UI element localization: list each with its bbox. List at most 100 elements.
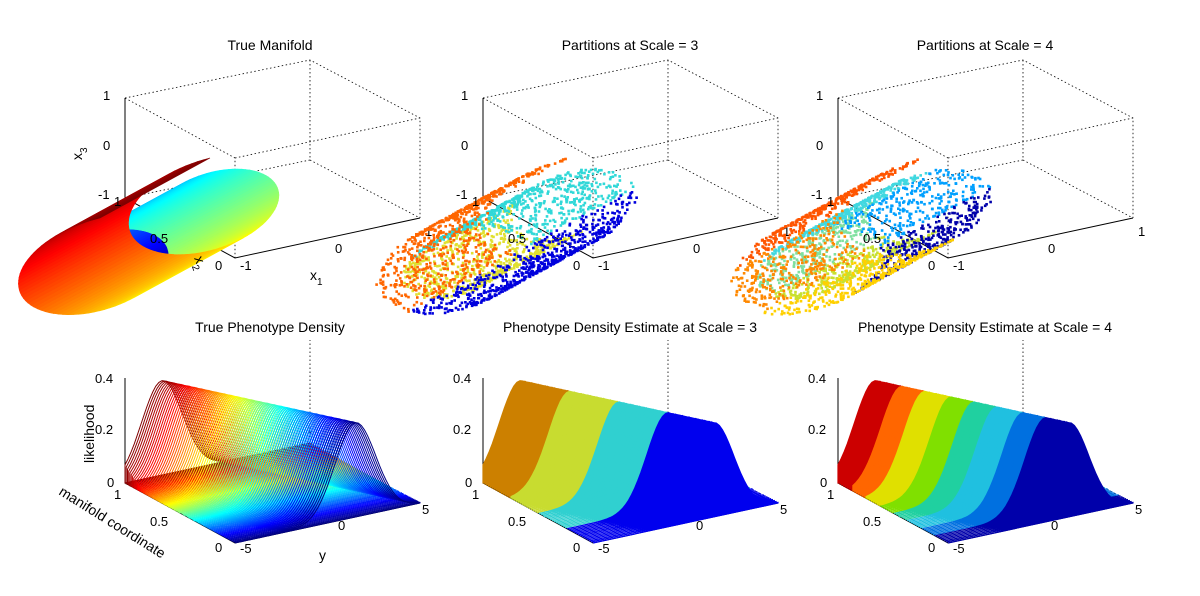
scatter-point [968,204,971,208]
scatter-point [779,266,783,269]
scatter-point [825,255,828,258]
scatter-point [954,203,958,207]
scatter-point [441,261,445,265]
scatter-point [509,210,512,213]
scatter-point [387,263,390,266]
scatter-point [797,307,801,311]
scatter-point [411,289,415,293]
scatter-point [850,213,853,217]
scatter-point [553,220,557,223]
scatter-point [464,301,467,304]
scatter-point [897,234,900,238]
scatter-point [444,284,448,287]
scatter-point [573,233,577,237]
scatter-point [418,251,421,254]
scatter-point [465,304,468,307]
scatter-point [789,292,793,296]
scatter-point [870,213,873,216]
scatter-point [746,289,750,293]
scatter-point [590,207,594,210]
scatter-point [487,194,491,197]
scatter-point [483,278,487,281]
scatter-point [785,279,788,283]
scatter-point [764,310,767,314]
scatter-point [858,276,862,280]
scatter-point [988,187,991,191]
scatter-point [875,261,879,264]
scatter-point [850,237,854,241]
scatter-point [856,219,859,223]
scatter-point [889,248,892,251]
scatter-point [457,244,461,248]
scatter-point [518,269,521,272]
scatter-point [557,182,560,185]
scatter-point [515,203,519,207]
scatter-point [561,232,565,235]
scatter-point [867,253,871,257]
scatter-point [794,282,798,285]
scatter-point [470,214,474,218]
scatter-point [932,229,936,233]
scatter-point [473,213,477,216]
scatter-point [457,280,461,283]
scatter-point [499,210,502,213]
scatter-point [587,206,591,209]
scatter-point [762,280,765,283]
scatter-point [880,261,884,265]
scatter-point [933,214,936,218]
scatter-point [429,267,433,270]
scatter-point [549,229,553,233]
scatter-point [566,190,569,193]
scatter-point [808,239,811,242]
scatter-point [543,259,546,263]
scatter-point [419,284,422,288]
scatter-point [559,206,563,210]
scatter-point [786,260,789,263]
panel-partitions-scale-3: Partitions at Scale = 3 1 0 -1 1 0.5 0 -… [375,37,790,316]
scatter-point [813,257,816,260]
scatter-point [590,190,594,193]
scatter-point [506,264,509,268]
scatter-point [512,180,515,183]
scatter-point [760,297,764,300]
scatter-point [443,311,447,315]
scatter-point [946,236,949,239]
scatter-point [767,258,770,262]
scatter-point [841,220,845,223]
scatter-point [462,254,466,258]
scatter-point [872,248,875,252]
scatter-point [541,248,545,252]
scatter-point [561,207,565,210]
surface-strip [93,157,211,220]
scatter-point [919,245,923,249]
x1-axis: -1 0 1 [240,224,432,273]
scatter-point [549,246,552,250]
scatter-point [406,238,410,242]
scatter-point [913,259,917,262]
scatter-point [851,274,854,277]
scatter-point [454,294,457,297]
scatter-point [869,230,872,233]
scatter-point [477,243,480,247]
surface-data [18,157,280,316]
scatter-point [839,295,843,298]
scatter-point [916,255,920,258]
scatter-point [396,258,400,261]
scatter-point [502,219,506,222]
scatter-point [756,277,759,280]
scatter-point [480,264,483,268]
scatter-point [879,246,883,250]
scatter-point [830,266,834,270]
scatter-point [463,288,466,291]
scatter-point [440,285,443,288]
scatter-point [865,266,868,269]
scatter-point [745,300,748,303]
scatter-point [883,249,887,253]
scatter-point [864,238,868,242]
scatter-point [609,218,613,222]
scatter-point [973,206,976,209]
scatter-point [443,285,447,289]
scatter-point [576,248,579,251]
scatter-point [552,185,555,189]
scatter-point [386,258,390,262]
